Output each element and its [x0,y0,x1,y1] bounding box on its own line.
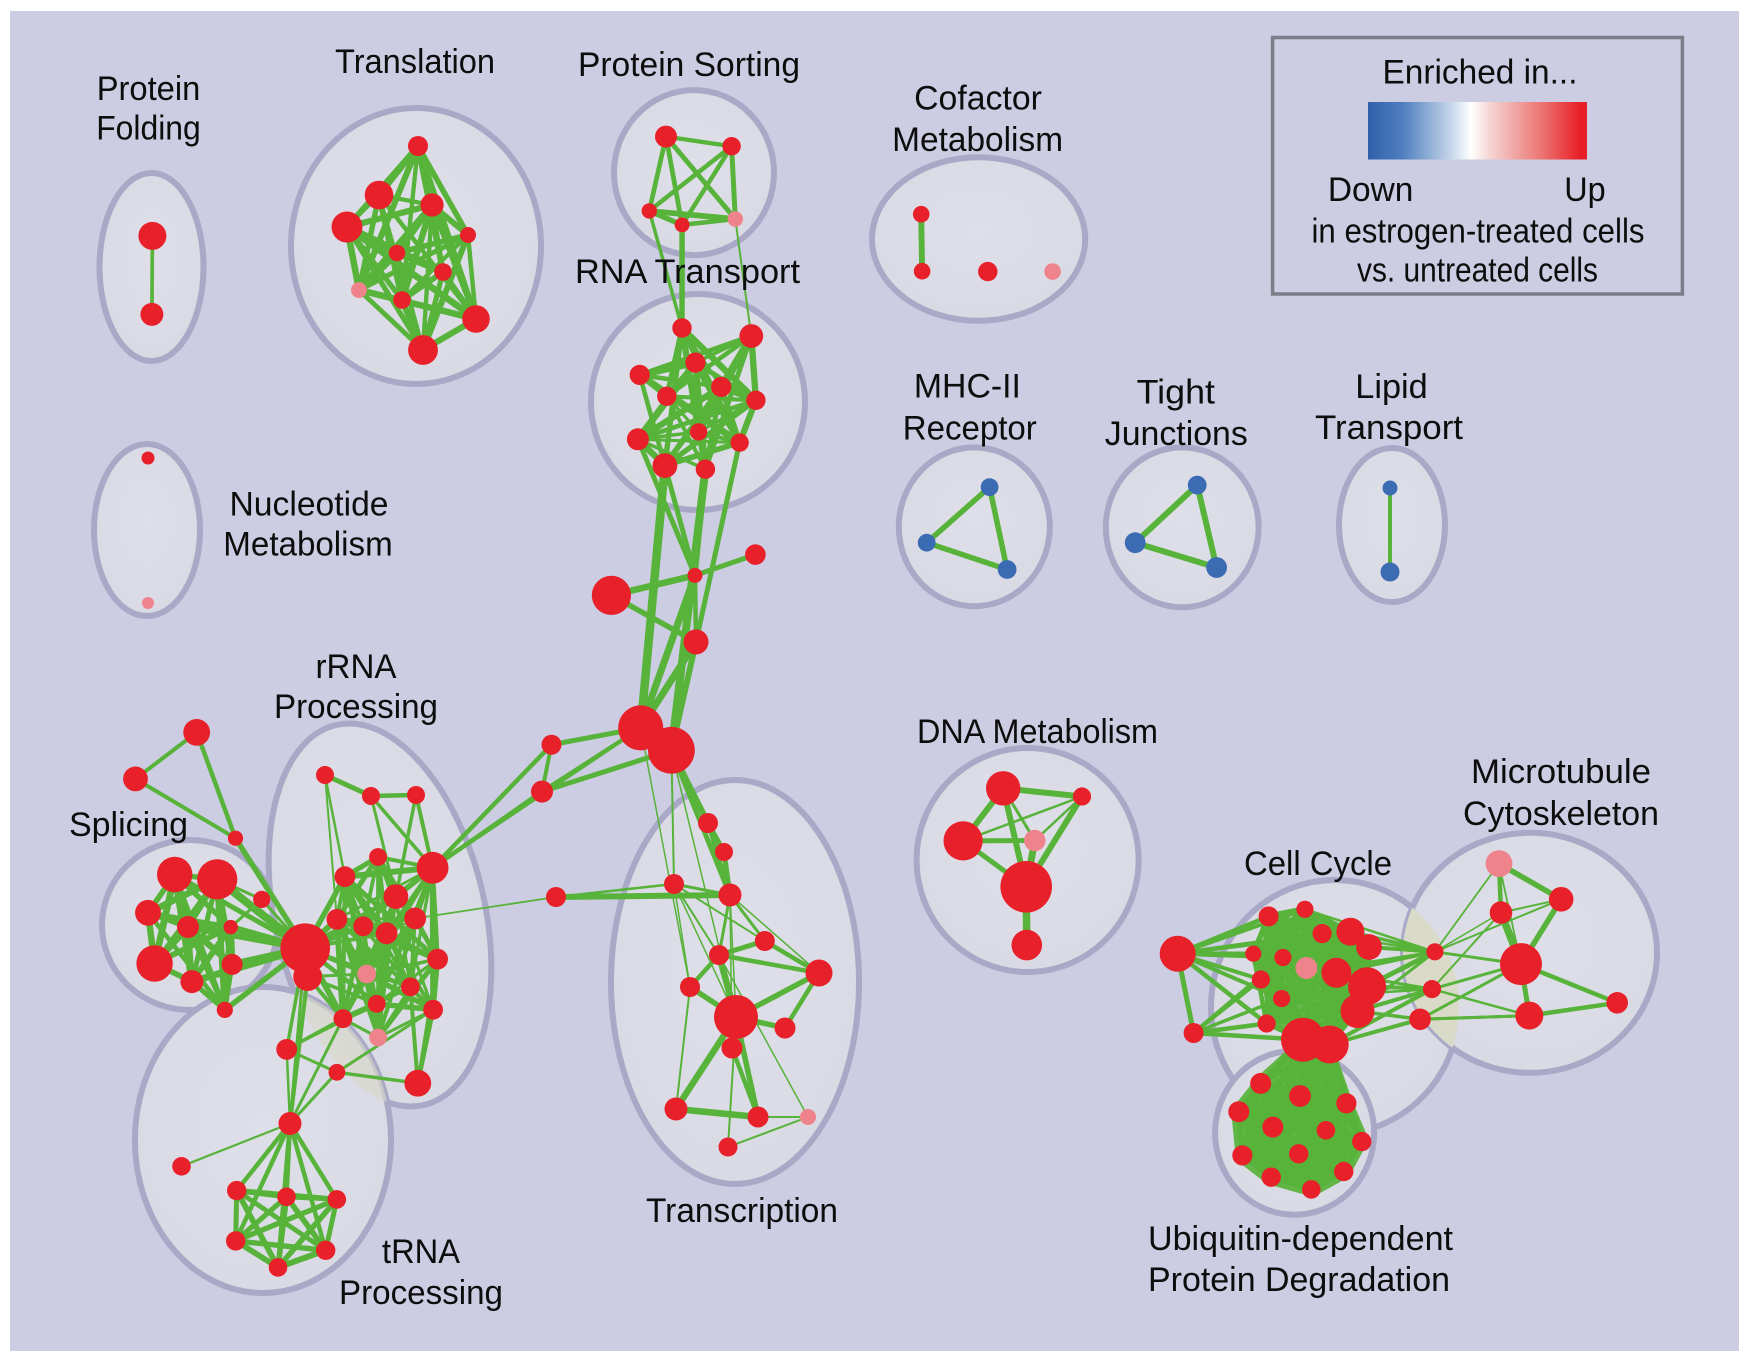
svg-text:MHC-II: MHC-II [914,368,1021,406]
svg-text:Lipid: Lipid [1355,368,1428,406]
svg-text:Processing: Processing [339,1274,503,1312]
svg-text:rRNA: rRNA [316,648,397,686]
svg-text:Junctions: Junctions [1105,415,1248,453]
svg-text:Translation: Translation [335,43,495,81]
svg-text:Nucleotide: Nucleotide [230,485,389,523]
svg-text:Cell Cycle: Cell Cycle [1244,845,1392,883]
svg-text:Cofactor: Cofactor [914,79,1042,117]
svg-text:vs. untreated cells: vs. untreated cells [1357,251,1598,289]
svg-text:Protein Sorting: Protein Sorting [578,46,800,84]
svg-text:DNA Metabolism: DNA Metabolism [917,713,1158,751]
svg-text:Transcription: Transcription [646,1192,838,1230]
svg-text:Ubiquitin-dependent: Ubiquitin-dependent [1148,1220,1454,1258]
svg-text:Enriched in...: Enriched in... [1383,53,1578,91]
svg-text:Tight: Tight [1137,373,1216,411]
svg-text:tRNA: tRNA [382,1233,460,1271]
svg-text:Transport: Transport [1315,409,1464,447]
svg-text:RNA Transport: RNA Transport [575,253,801,291]
svg-text:Metabolism: Metabolism [223,526,392,564]
svg-text:Microtubule: Microtubule [1471,753,1651,791]
svg-text:Folding: Folding [96,110,201,148]
svg-text:in estrogen-treated cells: in estrogen-treated cells [1312,213,1645,251]
svg-text:Splicing: Splicing [69,806,188,844]
svg-text:Protein Degradation: Protein Degradation [1148,1261,1450,1299]
svg-text:Down: Down [1328,171,1414,209]
svg-text:Cytoskeleton: Cytoskeleton [1463,795,1659,833]
svg-text:Protein: Protein [97,70,201,108]
svg-text:Processing: Processing [274,688,438,726]
svg-text:Receptor: Receptor [903,409,1037,447]
svg-text:Metabolism: Metabolism [892,121,1063,159]
svg-text:Up: Up [1564,171,1605,209]
